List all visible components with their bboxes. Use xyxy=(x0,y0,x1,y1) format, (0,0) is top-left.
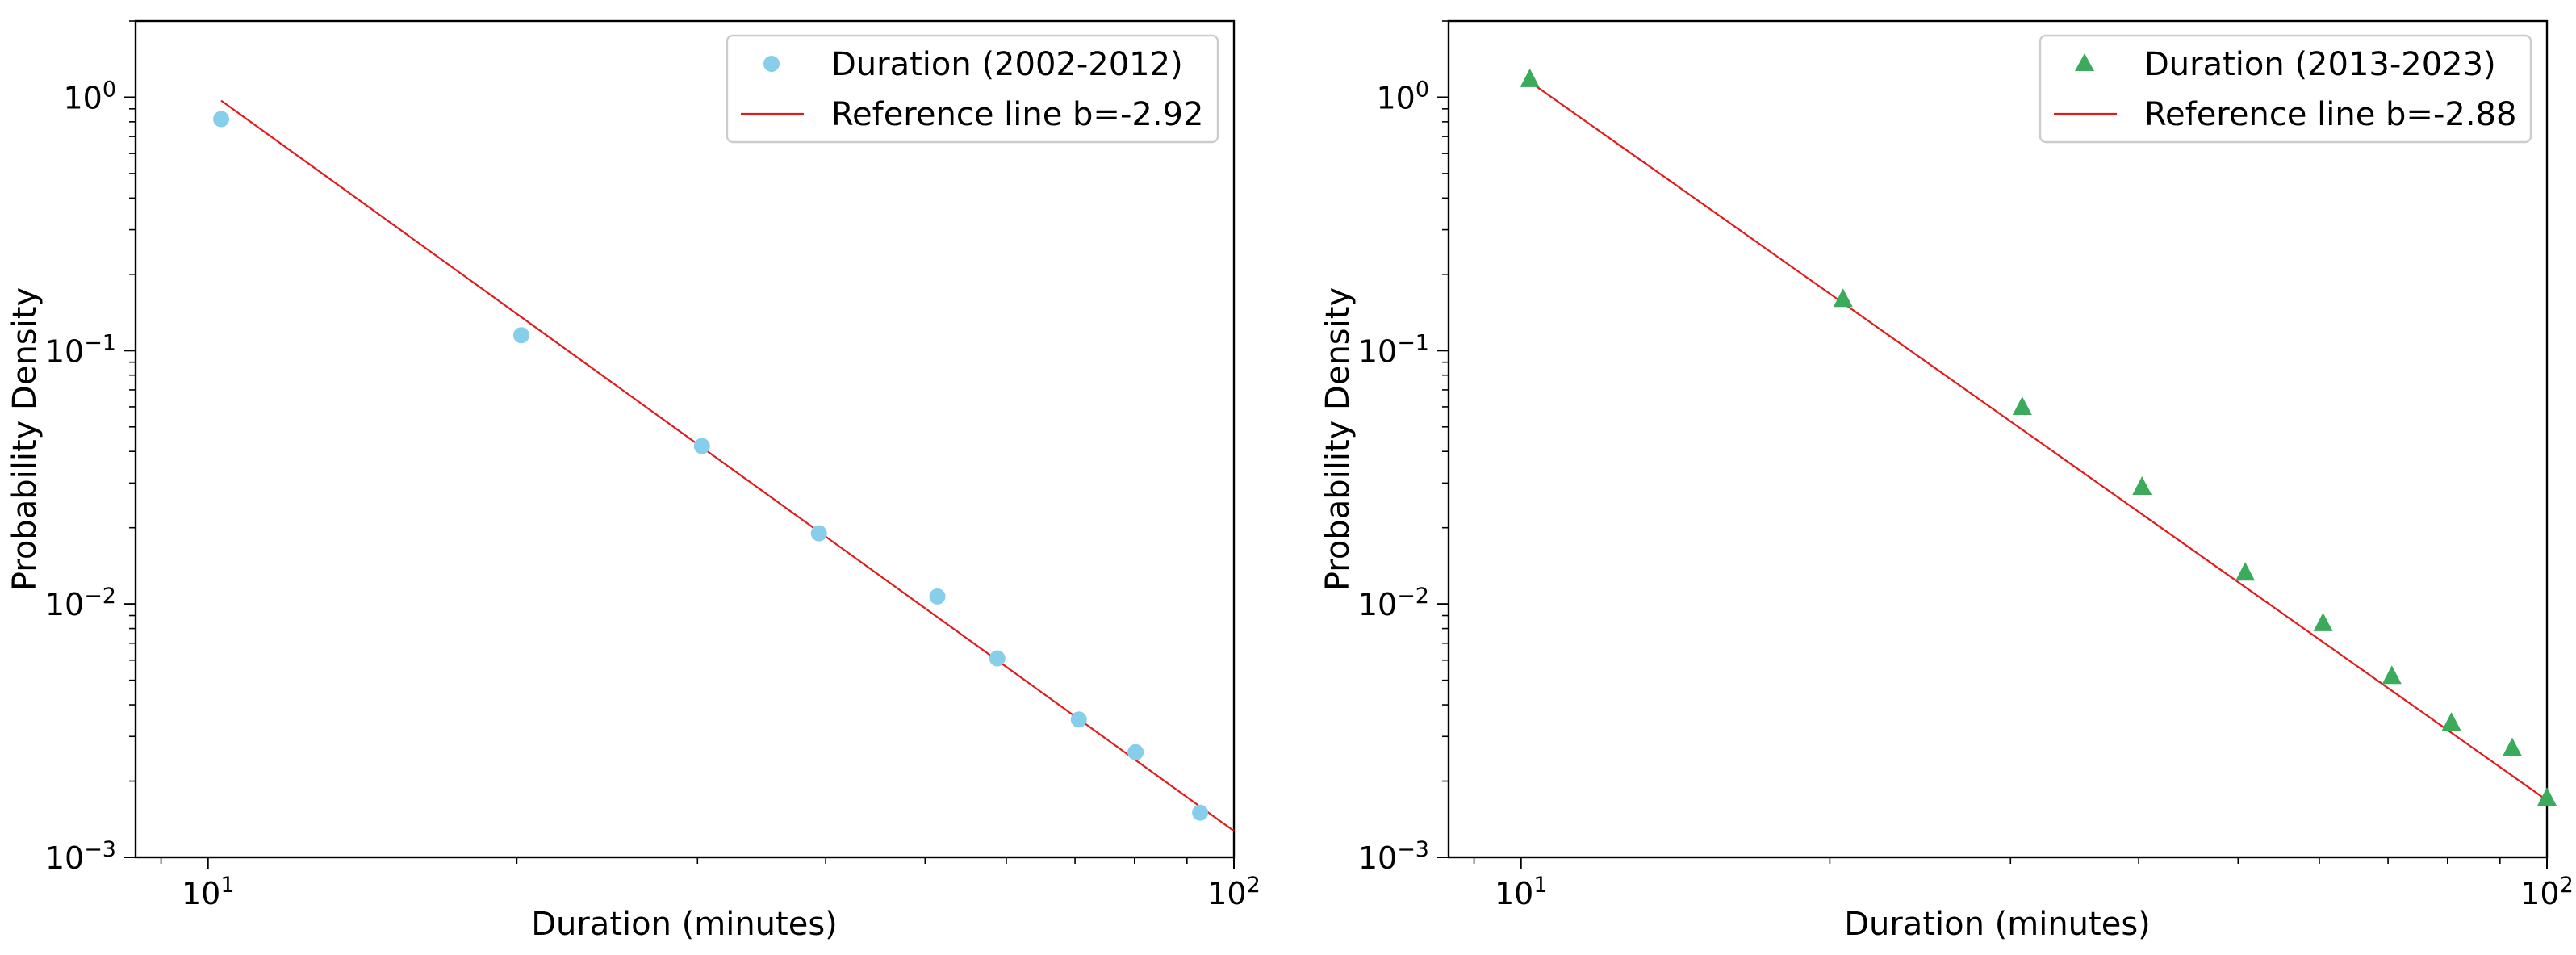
data-point xyxy=(810,525,827,542)
data-point xyxy=(693,438,710,454)
legend-left: Duration (2002-2012) Reference line b=-2… xyxy=(726,34,1219,144)
plot-area-right xyxy=(1447,19,2549,859)
plot-area-left xyxy=(134,19,1236,859)
legend-label-reference-left: Reference line b=-2.92 xyxy=(831,96,1203,133)
data-point xyxy=(2012,396,2032,415)
x-tick-label: 101 xyxy=(1495,873,1548,911)
data-point xyxy=(929,588,946,605)
y-tick-label: 100 xyxy=(1376,77,1429,115)
data-point xyxy=(512,327,529,344)
legend-label-reference-right: Reference line b=-2.88 xyxy=(2144,96,2516,133)
legend-box-left xyxy=(726,34,1219,144)
y-tick-label: 10−3 xyxy=(45,837,116,876)
legend-box-right xyxy=(2039,34,2532,144)
data-point xyxy=(2441,712,2461,731)
legend-marker-circle xyxy=(763,56,780,72)
reference-line xyxy=(220,99,1235,832)
data-point xyxy=(2132,476,2152,496)
data-point xyxy=(1070,711,1087,728)
data-point xyxy=(2382,665,2402,685)
series-line-left xyxy=(220,99,1235,832)
data-point xyxy=(2235,562,2256,581)
data-point xyxy=(2537,787,2557,806)
y-tick-label: 10−2 xyxy=(1358,584,1429,622)
series-points-left xyxy=(213,111,1209,821)
y-ticks-right: 100 10−1 10−2 10−3 xyxy=(1358,20,1449,876)
data-point xyxy=(1833,288,1853,308)
data-point xyxy=(1520,68,1540,87)
x-tick-label: 102 xyxy=(1207,873,1261,911)
legend-label-series-left: Duration (2002-2012) xyxy=(831,46,1183,83)
legend-marker-triangle xyxy=(2075,53,2094,71)
data-point xyxy=(989,650,1006,667)
series-points-right xyxy=(1520,68,2557,806)
y-axis-label-left: Probability Density xyxy=(6,287,44,591)
y-tick-label: 10−1 xyxy=(1358,330,1429,369)
y-ticks-left: 100 10−1 10−2 10−3 xyxy=(45,20,136,876)
data-point xyxy=(2502,737,2522,756)
chart-panel-right: 101 102 100 10−1 10−2 10−3 Duration (minutes… xyxy=(1319,19,2574,943)
x-axis-label-left: Duration (minutes) xyxy=(531,906,838,943)
x-axis-label-right: Duration (minutes) xyxy=(1844,906,2151,943)
y-axis-label-right: Probability Density xyxy=(1319,287,1357,591)
y-tick-label: 100 xyxy=(63,77,116,115)
chart-panel-left: 101 102 100 10−1 10−2 10−3 Duration (minutes… xyxy=(6,19,1261,943)
reference-line xyxy=(1529,81,2548,802)
y-tick-label: 10−2 xyxy=(45,584,116,622)
y-tick-label: 10−1 xyxy=(45,330,116,369)
series-line-right xyxy=(1529,81,2548,802)
legend-label-series-right: Duration (2013-2023) xyxy=(2144,46,2496,83)
x-ticks-left: 101 102 xyxy=(160,857,1261,911)
data-point xyxy=(2313,612,2333,631)
x-tick-label: 101 xyxy=(182,873,235,911)
data-point xyxy=(1127,743,1144,760)
data-point xyxy=(213,111,230,128)
y-tick-label: 10−3 xyxy=(1358,837,1429,876)
x-tick-label: 102 xyxy=(2520,873,2574,911)
data-point xyxy=(1192,804,1209,821)
legend-right: Duration (2013-2023) Reference line b=-2… xyxy=(2039,34,2532,144)
x-ticks-right: 101 102 xyxy=(1473,857,2574,911)
